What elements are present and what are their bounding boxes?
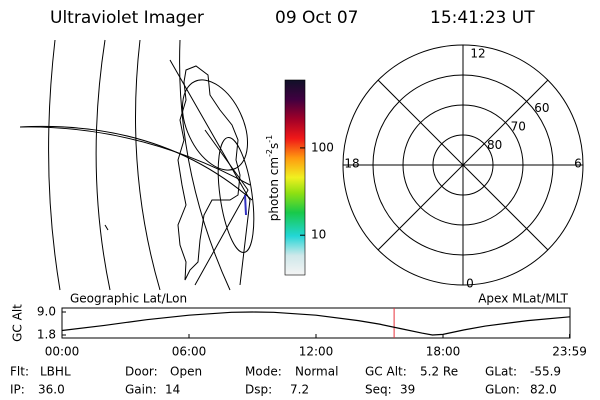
colorbar-scale: [284, 79, 306, 276]
outer-ring: [342, 44, 584, 286]
lat-label: 60: [534, 101, 549, 115]
colorbar-label: photon cm-2s-1: [265, 135, 281, 222]
status-label: Seq:: [365, 383, 392, 397]
status-label: Door:: [125, 365, 158, 379]
status-label: Gain:: [125, 383, 157, 397]
x-tick-label: 18:00: [426, 345, 461, 359]
map: [19, 39, 255, 291]
x-tick-label: 12:00: [299, 345, 334, 359]
mlt-label: 18: [344, 157, 359, 171]
title: Ultraviolet Imager: [50, 8, 204, 28]
status-label: Flt:: [10, 365, 29, 379]
status-label: GLat:: [485, 365, 517, 379]
status: Flt: LBHL Door: Open Mode: Normal GC Alt: 5.2 R…: [10, 365, 561, 397]
status-value: LBHL: [40, 365, 71, 379]
status-value: 36.0: [38, 383, 65, 397]
lat-ring: [402, 104, 524, 226]
lat-label: 80: [487, 138, 502, 152]
colorbar-tick-label: 10: [311, 228, 326, 242]
date: 09 Oct 07: [275, 8, 358, 28]
altitude-line: [61, 311, 571, 336]
mlt-label: 6: [574, 157, 582, 171]
label-exp: -1: [265, 135, 274, 143]
x-tick-label: 23:59: [552, 345, 587, 359]
label-exp: -2: [265, 149, 274, 157]
label-unit: s: [267, 143, 281, 149]
status-label: Dsp:: [245, 383, 272, 397]
status-label: GC Alt:: [365, 365, 407, 379]
status-label: Mode:: [245, 365, 282, 379]
time: 15:41:23 UT: [430, 8, 535, 28]
plot-title-left: Geographic Lat/Lon: [70, 292, 187, 306]
colorbar-tick-label: 100: [311, 140, 334, 154]
y-tick-label: 1.8: [37, 328, 56, 342]
status-value: Open: [170, 365, 202, 379]
status-label: GLon:: [485, 383, 520, 397]
y-tick-label: 9.0: [37, 305, 56, 319]
x-tick-label: 06:00: [172, 345, 207, 359]
altitude-plot: Geographic Lat/Lon Apex MLat/MLT GC Alt …: [11, 292, 587, 359]
status-value: 7.2: [290, 383, 309, 397]
status-value: 39: [400, 383, 415, 397]
status-value: -55.9: [530, 365, 561, 379]
colorbar: photon cm-2s-1 10 100: [265, 79, 334, 276]
x-tick-label: 00:00: [45, 345, 80, 359]
status-value: Normal: [295, 365, 338, 379]
mlt-label: 12: [470, 47, 485, 61]
lat-ring: [432, 134, 494, 196]
status-value: 14: [165, 383, 180, 397]
lat-ring: [372, 74, 554, 256]
status-label: IP:: [10, 383, 25, 397]
y-axis-label: GC Alt: [11, 304, 25, 342]
lat-label: 70: [511, 120, 526, 134]
label: photon cm: [267, 157, 281, 221]
mlt-label: 0: [466, 277, 474, 291]
plot-title-right: Apex MLat/MLT: [478, 292, 568, 306]
status-value: 5.2 Re: [420, 365, 458, 379]
status-value: 82.0: [530, 383, 557, 397]
